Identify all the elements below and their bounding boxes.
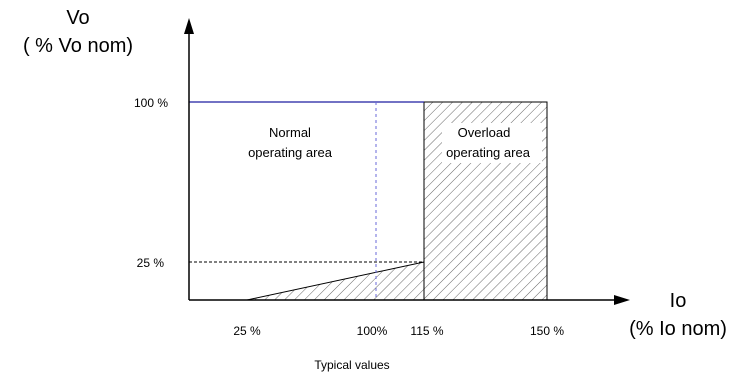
foldback-region [246, 261, 425, 301]
y-tick-label-25: 25 % [137, 256, 165, 270]
x-tick-label-100: 100% [357, 324, 388, 338]
x-axis-title-line1: Io [670, 290, 687, 312]
x-axis-arrow-icon [614, 295, 630, 305]
x-axis-title-line2: (% Io nom) [629, 318, 727, 340]
normal-area-label-line2: operating area [248, 145, 333, 160]
y-tick-label-100: 100 % [134, 96, 168, 110]
overload-area-label-line2: operating area [446, 145, 531, 160]
overload-area-label-line1: Overload [458, 125, 511, 140]
x-tick-label-115: 115 % [410, 324, 443, 338]
overload-label-backing [442, 123, 542, 163]
y-axis-title-line1: Vo [66, 7, 89, 29]
x-tick-label-25: 25 % [233, 324, 261, 338]
y-axis-arrow-icon [184, 18, 194, 34]
diagram-caption: Typical values [314, 358, 389, 372]
x-tick-label-150: 150 % [530, 324, 564, 338]
normal-area-label-line1: Normal [269, 125, 311, 140]
y-axis-title-line2: ( % Vo nom) [23, 35, 133, 57]
